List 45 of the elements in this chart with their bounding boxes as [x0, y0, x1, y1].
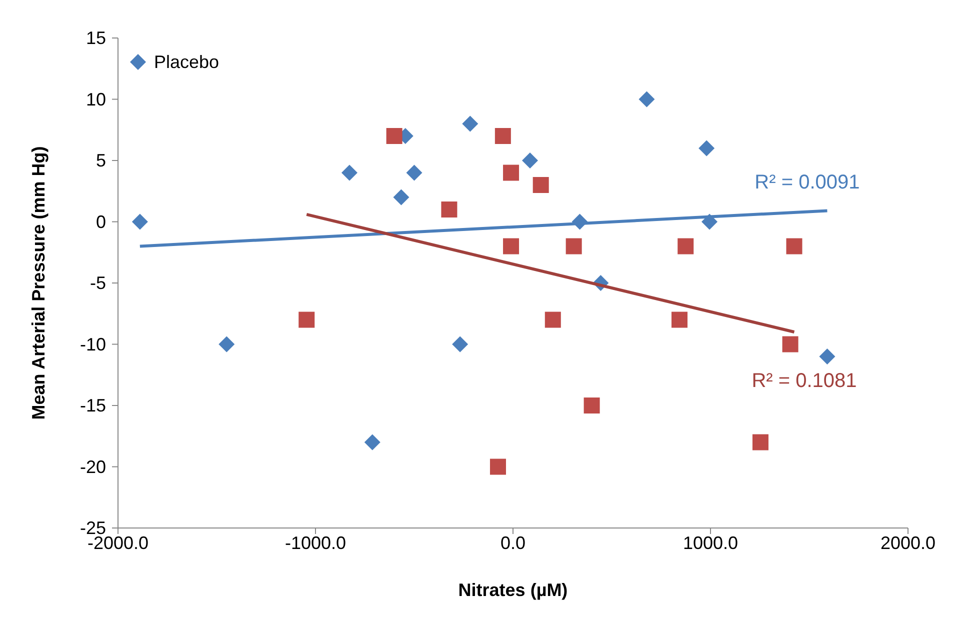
- y-tick-label: -5: [90, 273, 106, 293]
- point: [752, 434, 768, 450]
- x-tick-label: 0.0: [500, 532, 526, 553]
- point: [490, 458, 506, 475]
- point: [532, 177, 549, 193]
- point: [462, 116, 478, 132]
- point: [393, 189, 410, 206]
- point: [638, 91, 655, 108]
- point: [678, 238, 694, 254]
- point: [522, 152, 538, 168]
- annotation: R² = 0.0091: [754, 172, 860, 194]
- y-tick-label: 5: [96, 150, 106, 170]
- point: [218, 336, 235, 352]
- point: [441, 202, 458, 218]
- point: [386, 128, 402, 144]
- x-tick-label: -1000.0: [284, 532, 346, 553]
- point: [503, 238, 520, 254]
- point: [584, 398, 600, 414]
- point: [786, 238, 802, 254]
- y-tick-label: -10: [80, 334, 106, 354]
- point: [364, 434, 380, 450]
- point: [566, 238, 582, 254]
- y-tick-label: 15: [86, 28, 106, 48]
- annotation: R² = 0.1081: [752, 370, 857, 392]
- y-tick-label: -15: [80, 396, 106, 416]
- y-tick-label: 0: [96, 212, 106, 232]
- point: [544, 312, 561, 328]
- point: [341, 164, 358, 181]
- x-tick-label: 1000.0: [682, 532, 738, 553]
- point: [298, 312, 315, 328]
- point: [132, 214, 148, 230]
- legend-label: Placebo: [154, 52, 220, 72]
- point: [503, 164, 520, 181]
- point: [406, 164, 422, 181]
- point: [819, 348, 836, 364]
- point: [452, 336, 468, 352]
- point: [494, 128, 511, 144]
- y-tick-label: -20: [80, 456, 106, 477]
- y-tick-label: 10: [86, 89, 106, 110]
- x-tick-label: 2000.0: [880, 532, 936, 553]
- x-axis-title: Nitrates (µM): [458, 580, 568, 600]
- y-axis-title: Mean Arterial Pressure (mm Hg): [28, 146, 48, 420]
- point: [782, 336, 798, 352]
- point: [698, 140, 715, 156]
- point: [671, 312, 688, 328]
